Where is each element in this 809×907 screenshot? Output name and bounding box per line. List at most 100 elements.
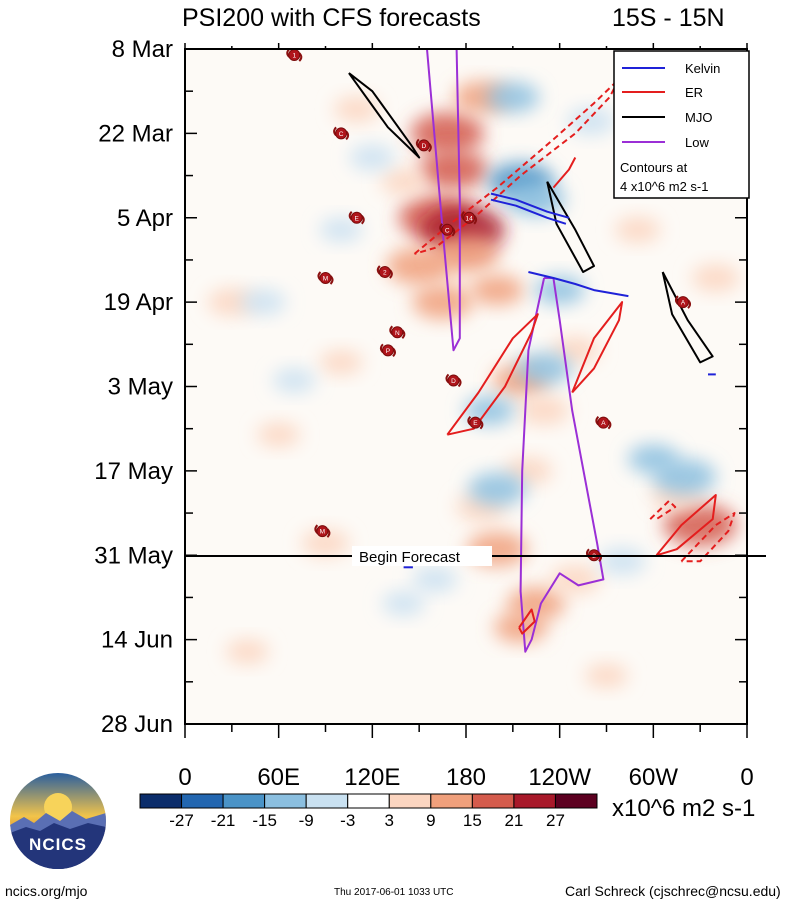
storm-dot	[469, 416, 482, 429]
negative-anomaly-13	[411, 566, 458, 593]
colorbar-swatch-1	[181, 793, 224, 809]
low-contour-3	[426, 49, 461, 352]
y-tick-label-5: 17 May	[94, 458, 173, 485]
negative-anomaly-6	[468, 472, 527, 506]
y-tick-label-1: 22 Mar	[98, 120, 173, 147]
positive-anomaly-23	[380, 168, 427, 195]
positive-anomaly-5	[433, 235, 499, 273]
colorbar-swatch-5	[347, 793, 390, 809]
positive-anomaly-29	[549, 564, 601, 594]
colorbar-swatch-10	[554, 793, 598, 809]
colorbar-swatch-8	[471, 793, 515, 809]
storm-label: A	[601, 420, 606, 427]
mjo-contour-1	[546, 181, 595, 273]
negative-anomaly-4	[516, 352, 572, 385]
y-tick-label-8: 28 Jun	[101, 711, 173, 738]
colorbar-label-0: -27	[169, 811, 194, 830]
footer-author: Carl Schreck (cjschrec@ncsu.edu)	[565, 883, 781, 899]
storm-marker-7: M	[317, 271, 334, 285]
legend-box	[613, 50, 750, 199]
storm-label: E	[473, 420, 478, 427]
colorbar-swatch-4	[305, 793, 349, 809]
storm-label: D	[451, 378, 456, 385]
logo-text: NCICS	[29, 835, 87, 854]
storm-label: 2	[383, 269, 387, 276]
colorbar-label-9: 27	[546, 811, 565, 830]
negative-anomaly-14	[381, 591, 426, 616]
negative-anomaly-16	[319, 217, 363, 243]
chart-title: PSI200 with CFS forecasts	[182, 4, 481, 32]
er-contour-6	[571, 301, 624, 394]
legend-note-2: 4 x10^6 m2 s-1	[620, 179, 708, 194]
x-tick-label-5: 60W	[629, 764, 679, 791]
positive-anomaly-25	[614, 216, 661, 243]
kelvin-contour-13	[490, 192, 570, 219]
legend-label-mjo: MJO	[685, 110, 712, 125]
colorbar-label-8: 21	[504, 811, 523, 830]
y-tick-label-3: 19 Apr	[104, 289, 173, 316]
storm-marker-11: E	[467, 415, 484, 430]
colorbar-label-7: 15	[463, 811, 482, 830]
storm-dot	[316, 525, 329, 538]
negative-anomaly-0	[486, 82, 540, 113]
colorbar-label-1: -21	[211, 811, 236, 830]
negative-anomaly-15	[598, 547, 647, 576]
forecast-label: Begin Forecast	[359, 549, 461, 566]
positive-anomaly-21	[257, 422, 301, 448]
positive-anomaly-26	[225, 639, 270, 664]
x-tick-label-2: 120E	[344, 764, 400, 791]
negative-anomaly-12	[566, 107, 615, 136]
storm-markers: 1CDE14C2MNPDEAAM2	[286, 48, 691, 562]
mjo-contour-0	[348, 72, 421, 159]
colorbar-swatch-6	[388, 793, 432, 809]
positive-anomaly-15	[663, 504, 737, 547]
y-tick-label-0: 8 Mar	[112, 36, 173, 63]
storm-label: 14	[466, 215, 474, 222]
legend-label-kelvin: Kelvin	[685, 61, 720, 76]
colorbar: -27 -21 -15 -9 -3 3 9 15 21 27	[139, 793, 598, 830]
storm-marker-6: 2	[376, 265, 393, 279]
positive-anomaly-20	[301, 529, 350, 557]
storm-dot	[350, 211, 363, 224]
y-tick-label-2: 5 Apr	[117, 205, 173, 232]
negative-anomaly-9	[240, 289, 286, 316]
negative-anomaly-11	[349, 144, 396, 171]
legend-label-low: Low	[685, 135, 709, 150]
storm-label: A	[681, 300, 686, 307]
storm-dot	[335, 127, 348, 140]
positive-anomaly-28	[333, 96, 380, 123]
colorbar-units: x10^6 m2 s-1	[612, 795, 755, 822]
positive-anomaly-6	[412, 284, 473, 320]
storm-marker-9: P	[379, 343, 396, 358]
kelvin-contour-15	[528, 271, 629, 298]
storm-marker-13: A	[675, 295, 691, 309]
colorbar-label-2: -15	[252, 811, 277, 830]
storm-dot	[441, 223, 454, 236]
er-contour-8	[518, 608, 536, 635]
colorbar-label-3: -9	[299, 811, 314, 830]
storm-marker-2: D	[415, 138, 432, 153]
footer-timestamp: Thu 2017-06-01 1033 UTC	[334, 887, 454, 898]
low-contour-4	[519, 277, 605, 653]
colorbar-swatch-9	[513, 793, 556, 809]
mountain-icon	[10, 793, 106, 869]
colorbar-label-6: 9	[426, 811, 435, 830]
colorbar-swatch-7	[430, 793, 473, 809]
y-tick-label-7: 14 Jun	[101, 627, 173, 654]
legend-note-1: Contours at	[620, 160, 688, 175]
er-contour-11	[680, 512, 736, 563]
storm-label: M	[320, 529, 325, 536]
storm-dot	[463, 211, 476, 224]
storm-label: C	[445, 227, 450, 234]
positive-anomaly-1	[419, 150, 488, 190]
x-tick-label-0: 0	[178, 764, 191, 791]
er-contour-12	[649, 500, 677, 520]
storm-label: N	[395, 330, 400, 337]
positive-anomaly-10	[518, 396, 570, 426]
storm-dot	[378, 265, 391, 278]
y-tick-label-6: 31 May	[94, 542, 173, 569]
storm-label: 1	[292, 53, 296, 60]
colorbar-swatch-2	[222, 793, 266, 809]
colorbar-swatch-0	[139, 793, 183, 809]
